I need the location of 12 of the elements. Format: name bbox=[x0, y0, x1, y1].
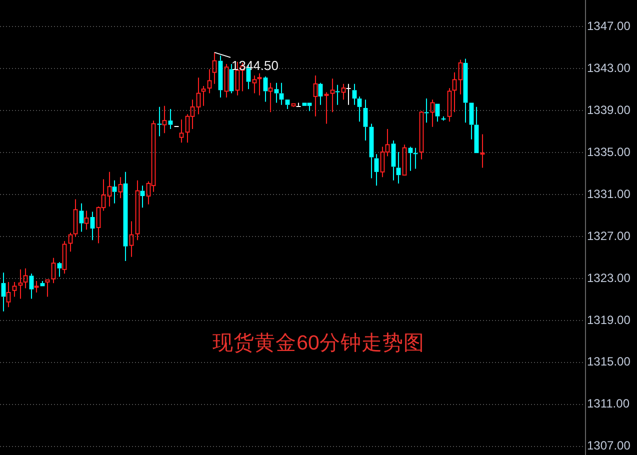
y-tick-label: 1315.00 bbox=[587, 354, 631, 369]
y-tick-label: 1347.00 bbox=[587, 19, 631, 34]
y-tick-label: 1319.00 bbox=[587, 312, 631, 327]
y-tick-label: 1327.00 bbox=[587, 228, 631, 243]
y-tick-label: 1307.00 bbox=[587, 438, 631, 453]
y-tick-label: 1335.00 bbox=[587, 145, 631, 160]
y-tick-label: 1323.00 bbox=[587, 270, 631, 285]
y-tick-label: 1339.00 bbox=[587, 103, 631, 118]
y-tick-label: 1331.00 bbox=[587, 186, 631, 201]
y-tick-label: 1343.00 bbox=[587, 61, 631, 76]
title: 现货黄金60分钟走势图 bbox=[212, 332, 424, 355]
y-tick-label: 1311.00 bbox=[587, 396, 630, 411]
